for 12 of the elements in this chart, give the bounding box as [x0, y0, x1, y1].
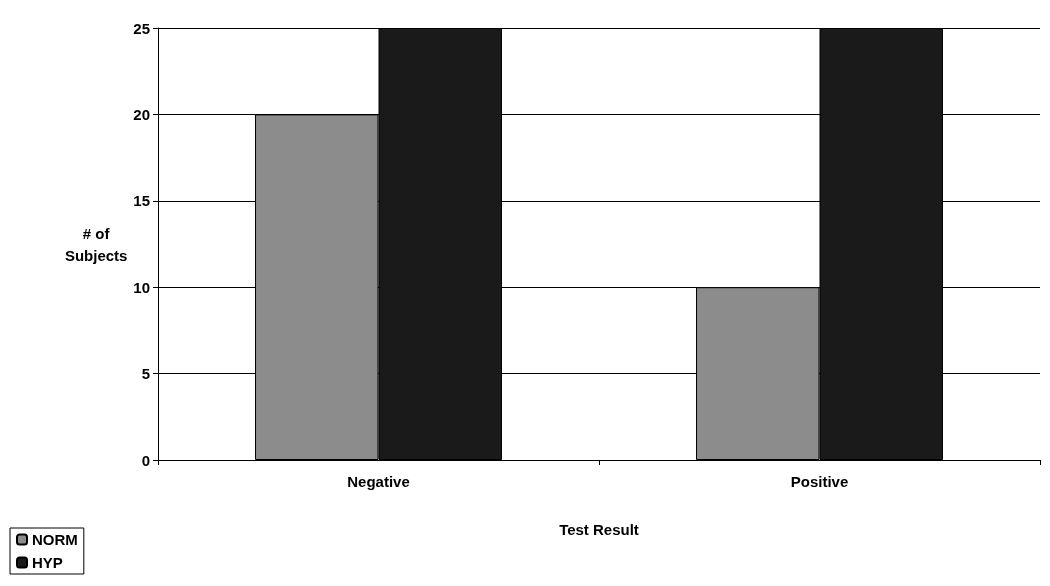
y-axis-title: # of Subjects [64, 224, 128, 264]
y-tick-label: 15 [133, 192, 150, 210]
y-tick-label: 0 [141, 451, 150, 469]
x-tick-label: Positive [790, 473, 849, 490]
legend-label: HYP [32, 554, 63, 571]
y-tick-label: 10 [133, 278, 150, 296]
x-axis-title: Test Result [559, 521, 639, 538]
y-tick-label: 25 [133, 19, 150, 37]
x-tick-label: Negative [347, 473, 410, 490]
legend-label: NORM [32, 531, 78, 548]
y-tick-label: 20 [133, 105, 150, 123]
y-tick-label: 5 [141, 365, 150, 383]
